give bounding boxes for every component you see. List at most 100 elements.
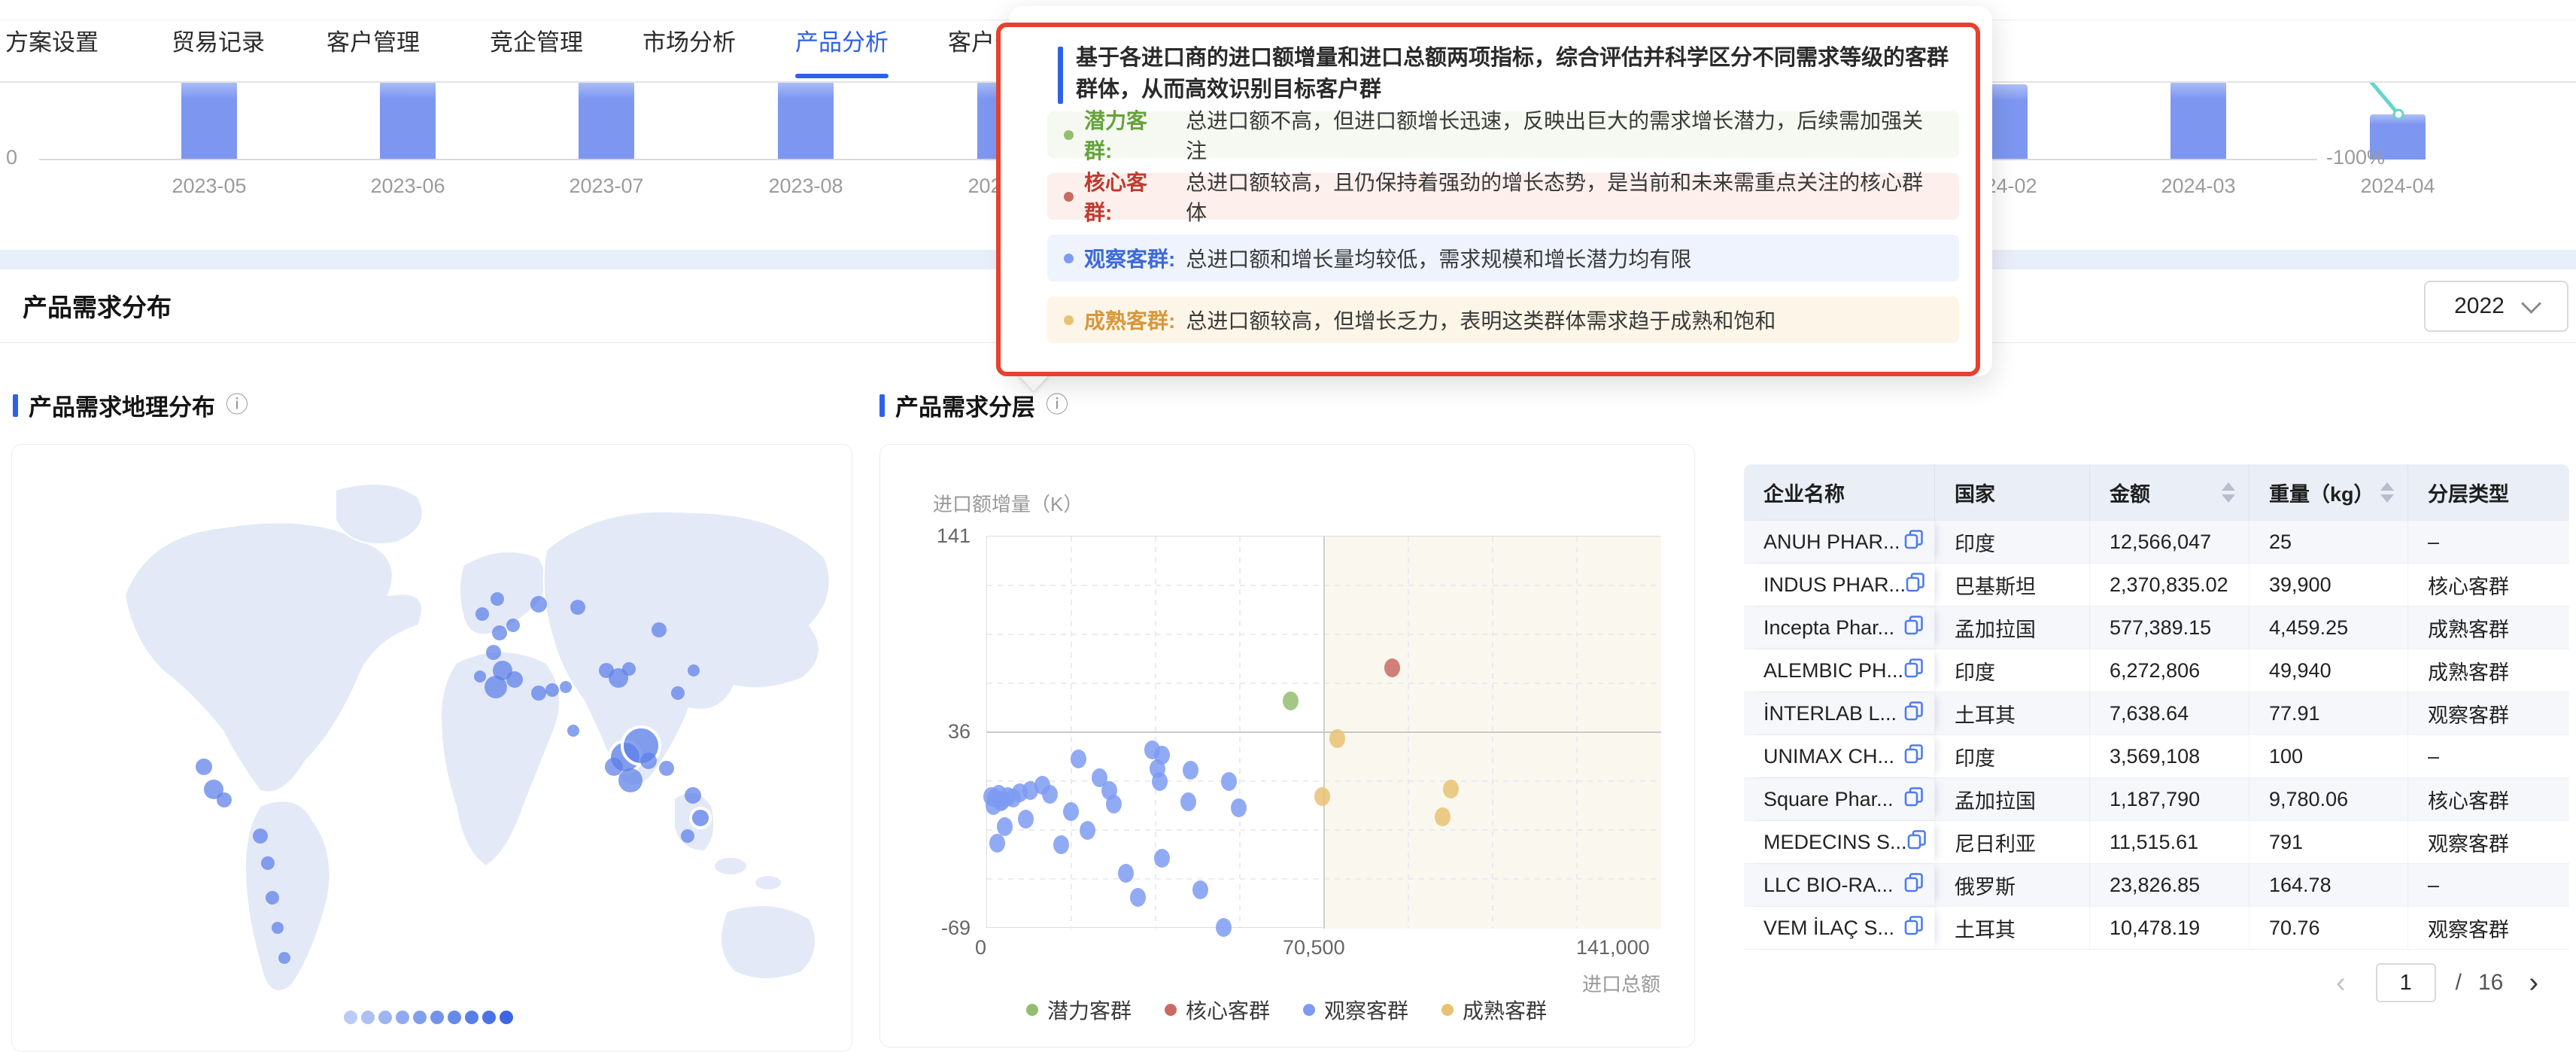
sort-asc-icon[interactable] — [2222, 482, 2235, 491]
copy-icon[interactable] — [1904, 658, 1924, 684]
year-select[interactable]: 2022 — [2424, 281, 2568, 332]
map-bubble[interactable] — [681, 829, 694, 843]
scatter-point-观察客群[interactable] — [1041, 785, 1058, 804]
map-bubble[interactable] — [622, 662, 636, 676]
scatter-plot-area[interactable] — [983, 536, 1661, 937]
map-bubble[interactable] — [278, 952, 290, 964]
map-bubble[interactable] — [689, 807, 712, 829]
copy-icon[interactable] — [1904, 872, 1924, 898]
scatter-point-观察客群[interactable] — [1022, 781, 1039, 801]
copy-icon[interactable] — [1904, 615, 1924, 641]
map-bubble[interactable] — [204, 780, 223, 799]
scatter-point-观察客群[interactable] — [1183, 761, 1199, 780]
scatter-point-观察客群[interactable] — [1180, 792, 1196, 812]
map-bubble[interactable] — [560, 681, 572, 693]
table-row[interactable]: ANUH PHAR... 印度 12,566,047 25 – — [1744, 521, 2569, 564]
map-bubble[interactable] — [605, 758, 623, 776]
scatter-point-观察客群[interactable] — [1130, 887, 1147, 907]
map-bubble[interactable] — [531, 686, 546, 701]
legend-item-潜力客群[interactable]: 潜力客群 — [1025, 995, 1132, 1025]
scatter-point-观察客群[interactable] — [1063, 801, 1080, 821]
info-circle-icon[interactable]: ⓘ — [226, 392, 248, 418]
scatter-point-潜力客群[interactable] — [1282, 692, 1299, 711]
trend-bar-2023-06[interactable] — [380, 81, 436, 160]
tab-市场分析[interactable]: 市场分析 — [642, 29, 736, 56]
table-row[interactable]: Square Phar... 孟加拉国 1,187,790 9,780.06 核心客群 — [1744, 778, 2569, 821]
table-row[interactable]: İNTERLAB L... 土耳其 7,638.64 77.91 观察客群 — [1744, 692, 2569, 735]
sort-buttons[interactable] — [2222, 482, 2235, 503]
tab-贸易记录[interactable]: 贸易记录 — [172, 29, 265, 56]
scatter-point-观察客群[interactable] — [1080, 820, 1096, 840]
map-bubble[interactable] — [217, 792, 232, 807]
scatter-point-核心客群[interactable] — [1384, 658, 1401, 677]
sort-buttons[interactable] — [2380, 482, 2394, 503]
copy-icon[interactable] — [1904, 529, 1924, 555]
scatter-point-观察客群[interactable] — [1230, 798, 1247, 817]
copy-icon[interactable] — [1904, 743, 1924, 770]
prev-page-button[interactable]: ‹ — [2336, 967, 2346, 999]
trend-bar-2023-05[interactable] — [181, 81, 237, 160]
table-row[interactable]: UNIMAX CH... 印度 3,569,108 100 – — [1744, 735, 2569, 778]
map-bubble[interactable] — [545, 683, 559, 697]
scatter-point-成熟客群[interactable] — [1434, 807, 1451, 827]
map-bubble[interactable] — [491, 592, 504, 606]
map-bubble[interactable] — [506, 671, 523, 688]
scatter-point-观察客群[interactable] — [992, 792, 1009, 812]
table-row[interactable]: MEDECINS S... 尼日利亚 11,515.61 791 观察客群 — [1744, 821, 2569, 864]
sort-desc-icon[interactable] — [2222, 494, 2235, 503]
scatter-point-观察客群[interactable] — [1070, 749, 1086, 769]
scatter-point-观察客群[interactable] — [1118, 863, 1135, 883]
scatter-point-成熟客群[interactable] — [1442, 779, 1459, 798]
sort-asc-icon[interactable] — [2380, 482, 2394, 491]
map-bubble[interactable] — [272, 922, 284, 934]
scatter-point-观察客群[interactable] — [1220, 772, 1237, 791]
copy-icon[interactable] — [1904, 915, 1924, 941]
map-bubble[interactable] — [475, 607, 489, 621]
tab-客户管理[interactable]: 客户管理 — [327, 29, 420, 56]
trend-bar-2024-03[interactable] — [2170, 81, 2226, 160]
map-bubble[interactable] — [640, 753, 657, 769]
scatter-point-观察客群[interactable] — [1053, 835, 1070, 855]
map-bubble[interactable] — [492, 625, 507, 640]
map-bubble[interactable] — [196, 759, 212, 775]
map-bubble[interactable] — [261, 856, 275, 870]
legend-item-观察客群[interactable]: 观察客群 — [1303, 995, 1408, 1025]
info-circle-icon[interactable]: ⓘ — [1046, 392, 1068, 418]
map-bubble[interactable] — [567, 725, 579, 737]
map-bubble[interactable] — [485, 676, 507, 698]
tab-产品分析[interactable]: 产品分析 — [795, 0, 889, 80]
map-bubble[interactable] — [688, 664, 700, 677]
scatter-point-观察客群[interactable] — [989, 833, 1005, 853]
map-bubble[interactable] — [474, 670, 486, 683]
world-map[interactable] — [12, 445, 850, 1017]
map-bubble[interactable] — [530, 596, 547, 613]
map-bubble[interactable] — [609, 668, 628, 688]
scatter-point-成熟客群[interactable] — [1329, 728, 1346, 748]
map-bubble[interactable] — [659, 761, 674, 776]
scatter-point-观察客群[interactable] — [1192, 880, 1208, 899]
copy-icon[interactable] — [1904, 786, 1924, 813]
map-bubble[interactable] — [685, 787, 701, 804]
map-bubble[interactable] — [486, 645, 501, 660]
map-bubble[interactable] — [253, 829, 268, 844]
scatter-point-观察客群[interactable] — [1106, 794, 1122, 813]
copy-icon[interactable] — [1904, 701, 1924, 727]
page-input[interactable]: 1 — [2375, 963, 2436, 1002]
tab-竞企管理[interactable]: 竞企管理 — [490, 29, 583, 56]
scatter-point-成熟客群[interactable] — [1314, 786, 1330, 806]
legend-item-核心客群[interactable]: 核心客群 — [1164, 995, 1270, 1025]
table-row[interactable]: LLC BIO-RA... 俄罗斯 23,826.85 164.78 – — [1744, 864, 2569, 907]
sort-desc-icon[interactable] — [2380, 494, 2394, 503]
table-row[interactable]: INDUS PHAR... 巴基斯坦 2,370,835.02 39,900 核心客群 — [1744, 564, 2569, 607]
scatter-point-观察客群[interactable] — [1215, 917, 1232, 937]
trend-bar-2023-08[interactable] — [778, 81, 834, 160]
scatter-point-观察客群[interactable] — [1153, 848, 1170, 868]
copy-icon[interactable] — [1907, 829, 1927, 856]
legend-item-成熟客群[interactable]: 成熟客群 — [1441, 995, 1547, 1025]
trend-bar-2023-07[interactable] — [579, 81, 634, 160]
map-bubble[interactable] — [506, 619, 520, 632]
scatter-point-观察客群[interactable] — [1151, 772, 1168, 791]
map-bubble[interactable] — [652, 622, 667, 637]
scatter-point-观察客群[interactable] — [1017, 809, 1034, 829]
table-row[interactable]: ALEMBIC PH... 印度 6,272,806 49,940 成熟客群 — [1744, 649, 2569, 692]
